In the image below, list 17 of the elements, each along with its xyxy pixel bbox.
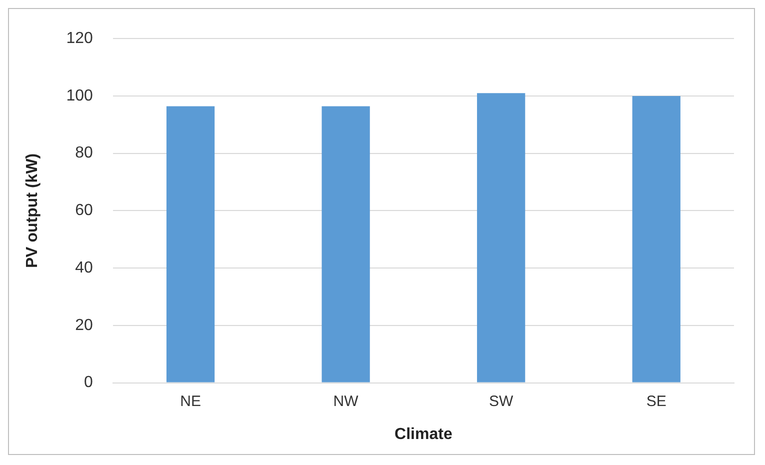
y-tick-label: 100 [66,87,93,104]
x-axis-title: Climate [394,426,452,443]
bar [632,96,680,382]
y-tick-label: 20 [75,316,93,334]
x-tick-label: SE [646,392,666,410]
bar [322,106,370,382]
x-tick-label: SW [489,392,514,410]
y-tick-label: 120 [66,30,93,48]
bar [166,106,215,382]
y-tick-label: 80 [75,144,93,162]
x-tick-label: NW [333,392,360,410]
x-tick-label: NE [180,392,201,410]
y-tick-label: 0 [84,374,93,392]
y-tick-label: 60 [75,202,93,220]
y-tick-label: 40 [75,259,93,276]
y-axis-title: PV output (kW) [24,153,42,268]
bar [477,93,526,382]
